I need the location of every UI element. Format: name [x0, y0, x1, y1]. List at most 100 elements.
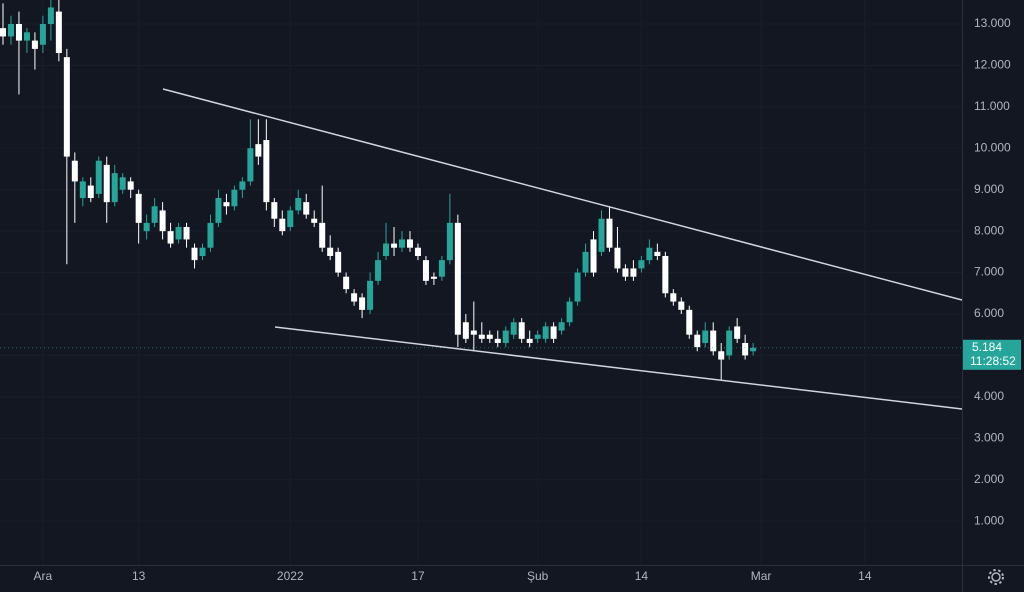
x-tick-label: 13 [132, 569, 146, 583]
candle-body [127, 181, 134, 190]
candle-body [199, 247, 206, 256]
candle-body [734, 326, 741, 339]
last-price-label: 5.184 [972, 340, 1002, 354]
candle-body [71, 160, 78, 182]
candle-body [638, 260, 645, 269]
x-tick-label: 17 [411, 569, 425, 583]
candle-body [662, 255, 669, 294]
candle-body [207, 222, 214, 248]
candle-body [191, 247, 198, 261]
candle-body [31, 40, 38, 49]
y-tick-label: 11.000 [974, 99, 1010, 113]
candle-body [622, 268, 629, 277]
candle-body [742, 342, 749, 356]
candle-body [343, 276, 350, 290]
candle-body [327, 247, 334, 256]
candle-body [438, 260, 445, 277]
gear [991, 572, 1001, 582]
candle-body [486, 334, 493, 339]
candle-body [175, 226, 182, 240]
candle-body [367, 280, 374, 310]
y-tick-label: 3.000 [974, 430, 1004, 444]
candle-body [55, 11, 62, 54]
candle-body [582, 251, 589, 273]
candle-body [494, 338, 501, 343]
candle-body [406, 239, 413, 248]
candle-body [231, 189, 238, 207]
candle-body [247, 148, 254, 182]
candle-body [422, 260, 429, 281]
y-tick-label: 7.000 [974, 265, 1004, 279]
candle-body [383, 243, 390, 256]
candle-body [654, 251, 661, 256]
grid [0, 0, 962, 565]
candle-body [375, 260, 382, 281]
candle-body [63, 57, 70, 157]
candle-body [391, 243, 398, 248]
x-tick-label: 2022 [277, 569, 304, 583]
candle-body [430, 276, 437, 279]
candle-body [359, 297, 366, 310]
candle-body [79, 181, 86, 198]
candle-body [215, 197, 222, 223]
candle-body [351, 293, 358, 302]
candle-body [598, 218, 605, 252]
candle-body [167, 231, 174, 244]
candle-body [526, 338, 533, 343]
candle-body [151, 206, 158, 223]
candle-body [119, 177, 126, 190]
candle-body [606, 218, 613, 248]
candle-body [287, 210, 294, 227]
y-tick-label: 10.000 [974, 140, 1011, 154]
candle-body [319, 222, 326, 248]
candle-body [550, 326, 557, 339]
y-tick-label: 13.000 [974, 16, 1011, 30]
candle-body [0, 28, 6, 37]
candle-body [558, 322, 565, 331]
candle-body [670, 293, 677, 302]
candle-body [183, 226, 190, 240]
candle-body [95, 160, 102, 194]
candle-body [462, 322, 469, 339]
y-tick-label: 4.000 [974, 389, 1004, 403]
settings-icon[interactable] [988, 569, 1004, 585]
y-tick-label: 1.000 [974, 513, 1004, 527]
candle-body [47, 7, 54, 25]
candle-body [223, 202, 230, 207]
candle-body [686, 309, 693, 335]
candle-body [590, 239, 597, 273]
candle-body [271, 202, 278, 219]
candle-body [23, 32, 30, 41]
y-tick-label: 9.000 [974, 182, 1004, 196]
candle-body [311, 218, 318, 223]
candle-body [534, 334, 541, 339]
candle-body [255, 144, 262, 157]
candle-body [103, 164, 110, 203]
candle-body [614, 247, 621, 269]
candle-body [111, 173, 118, 203]
candle-body [502, 330, 509, 343]
last-price-box [963, 339, 1021, 370]
candle-body [279, 218, 286, 232]
candle-body [566, 301, 573, 323]
candle-body [87, 185, 94, 198]
y-tick-label: 8.000 [974, 223, 1004, 237]
y-tick-label: 6.000 [974, 306, 1004, 320]
candle-body [510, 322, 517, 335]
candle-body [7, 24, 14, 37]
candle-body [678, 301, 685, 310]
candle-body [726, 330, 733, 356]
x-tick-label: Mar [751, 569, 772, 583]
candle-body [295, 197, 302, 211]
candle-body [263, 140, 270, 203]
candle-body [39, 24, 46, 45]
candle-body [478, 334, 485, 339]
candle-body [335, 251, 342, 273]
gear-teeth [988, 569, 1004, 585]
countdown-label: 11:28:52 [970, 354, 1016, 368]
candle-body [718, 351, 725, 360]
candle-body [239, 181, 246, 190]
candle-body [454, 222, 461, 335]
x-tick-label: Ara [34, 569, 53, 583]
